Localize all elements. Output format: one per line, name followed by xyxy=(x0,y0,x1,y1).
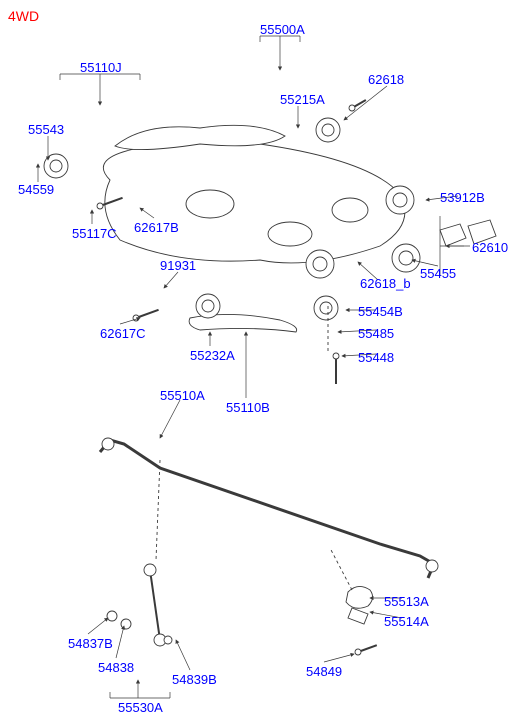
part-label-55454B[interactable]: 55454B xyxy=(358,304,403,319)
part-label-55485[interactable]: 55485 xyxy=(358,326,394,341)
part-label-53912B[interactable]: 53912B xyxy=(440,190,485,205)
part-label-55530A[interactable]: 55530A xyxy=(118,700,163,715)
part-label-54838[interactable]: 54838 xyxy=(98,660,134,675)
part-label-55510A[interactable]: 55510A xyxy=(160,388,205,403)
part-label-55117C[interactable]: 55117C xyxy=(72,226,117,241)
part-label-62618_b[interactable]: 62618_b xyxy=(360,276,411,291)
diagram-svg xyxy=(0,0,532,727)
part-label-54837B[interactable]: 54837B xyxy=(68,636,113,651)
part-label-62617B[interactable]: 62617B xyxy=(134,220,179,235)
part-label-55455[interactable]: 55455 xyxy=(420,266,456,281)
part-label-55215A[interactable]: 55215A xyxy=(280,92,325,107)
part-label-62617C[interactable]: 62617C xyxy=(100,326,146,341)
part-label-91931[interactable]: 91931 xyxy=(160,258,196,273)
part-label-55110B[interactable]: 55110B xyxy=(226,400,270,415)
part-label-62610[interactable]: 62610 xyxy=(472,240,508,255)
part-label-54849[interactable]: 54849 xyxy=(306,664,342,679)
part-label-55514A[interactable]: 55514A xyxy=(384,614,429,629)
part-label-54559[interactable]: 54559 xyxy=(18,182,54,197)
part-label-62618[interactable]: 62618 xyxy=(368,72,404,87)
part-label-55110J[interactable]: 55110J xyxy=(80,60,122,75)
part-label-55543[interactable]: 55543 xyxy=(28,122,64,137)
part-label-55500A[interactable]: 55500A xyxy=(260,22,305,37)
part-label-55513A[interactable]: 55513A xyxy=(384,594,429,609)
part-label-55448[interactable]: 55448 xyxy=(358,350,394,365)
part-label-54839B[interactable]: 54839B xyxy=(172,672,217,687)
drive-type-title: 4WD xyxy=(8,8,39,24)
part-label-55232A[interactable]: 55232A xyxy=(190,348,235,363)
